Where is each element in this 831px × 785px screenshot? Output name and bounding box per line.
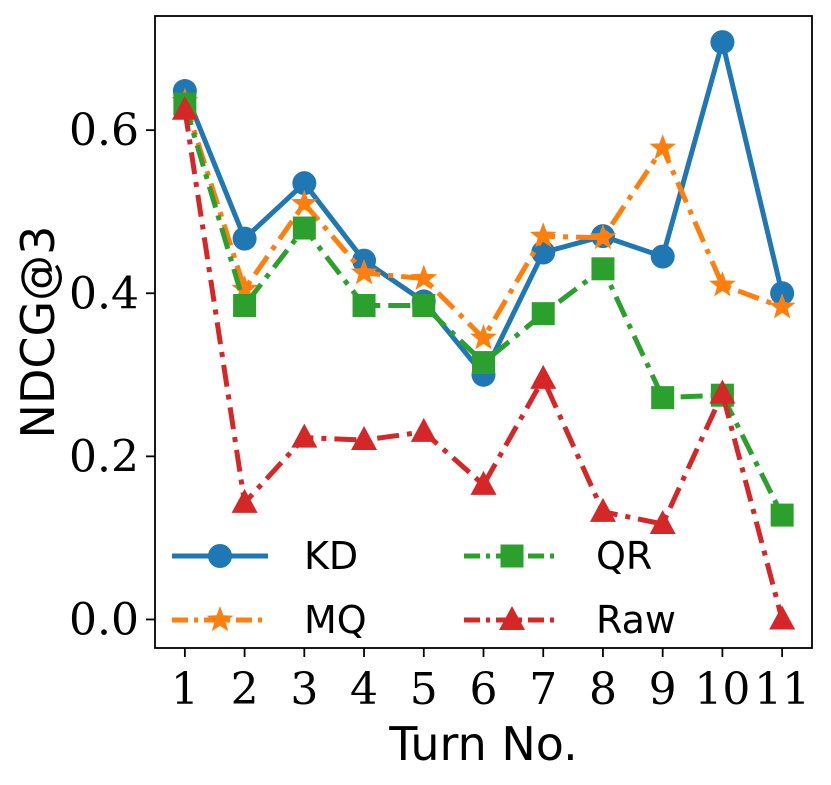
legend-item-raw: Raw: [464, 598, 676, 642]
legend-marker: [208, 544, 232, 568]
data-point-mq: [768, 293, 796, 319]
legend-marker: [499, 606, 525, 630]
data-point-raw: [231, 488, 258, 513]
data-point-mq: [589, 223, 617, 250]
x-tick-label: 3: [290, 664, 318, 715]
data-point-qr: [352, 293, 376, 317]
y-tick-label: 0.6: [69, 105, 139, 156]
data-point-mq: [410, 264, 438, 290]
y-tick-label: 0.2: [69, 431, 139, 482]
x-tick-label: 6: [470, 664, 498, 715]
legend-item-mq: MQ: [172, 598, 367, 642]
x-tick-label: 8: [589, 664, 617, 715]
x-axis: 1 2 3 4 5 6 7 8 9 10 11: [171, 648, 810, 715]
data-point-qr: [233, 293, 257, 317]
x-tick-label: 11: [754, 664, 810, 715]
data-point-raw: [291, 423, 318, 448]
series-qr: [173, 92, 794, 527]
y-axis-label: NDCG@3: [11, 226, 65, 439]
data-point-qr: [412, 293, 436, 317]
data-point-qr: [292, 216, 316, 240]
data-point-qr: [770, 503, 794, 527]
data-point-raw: [470, 470, 497, 495]
data-point-raw: [769, 605, 796, 630]
x-tick-label: 5: [410, 664, 438, 715]
y-tick-label: 0.4: [69, 268, 139, 319]
data-point-mq: [231, 275, 258, 301]
data-point-qr: [591, 257, 615, 281]
series-raw: [171, 95, 796, 630]
data-point-mq: [649, 134, 676, 160]
legend-label: Raw: [596, 598, 676, 642]
x-tick-label: 10: [694, 664, 750, 715]
data-point-mq: [709, 271, 736, 297]
x-tick-label: 1: [171, 664, 199, 715]
data-point-kd: [710, 30, 735, 55]
data-point-raw: [171, 95, 198, 120]
x-axis-label: Turn No.: [388, 717, 578, 771]
legend: KD MQ QR Raw: [172, 534, 676, 642]
data-point-kd: [650, 244, 675, 269]
legend-label: KD: [304, 534, 358, 578]
x-tick-label: 2: [231, 664, 259, 715]
data-point-qr: [472, 351, 495, 375]
legend-marker: [206, 606, 234, 632]
data-point-raw: [351, 426, 378, 451]
data-point-mq: [350, 258, 378, 285]
x-tick-label: 7: [529, 664, 557, 715]
series-line-mq: [182, 100, 783, 341]
legend-item-qr: QR: [464, 534, 652, 578]
legend-label: QR: [596, 534, 652, 578]
y-axis: 0.0 0.2 0.4 0.6: [69, 105, 155, 645]
data-point-raw: [589, 497, 616, 522]
data-point-raw: [410, 417, 437, 442]
data-point-mq: [291, 189, 318, 215]
data-point-raw: [709, 379, 736, 404]
x-tick-label: 4: [350, 664, 378, 715]
series-mq: [171, 87, 796, 350]
data-point-qr: [651, 386, 675, 410]
y-tick-label: 0.0: [69, 594, 139, 645]
legend-item-kd: KD: [172, 534, 358, 578]
data-point-mq: [529, 222, 557, 248]
data-point-qr: [531, 302, 555, 326]
legend-marker: [500, 544, 524, 568]
data-point-mq: [470, 324, 497, 350]
data-point-kd: [531, 240, 556, 265]
data-point-kd: [232, 226, 257, 251]
x-tick-label: 9: [649, 664, 677, 715]
data-point-raw: [530, 364, 557, 389]
data-point-raw: [649, 510, 676, 535]
data-point-kd: [292, 171, 317, 196]
legend-label: MQ: [304, 598, 367, 642]
series-layer: [171, 30, 796, 630]
